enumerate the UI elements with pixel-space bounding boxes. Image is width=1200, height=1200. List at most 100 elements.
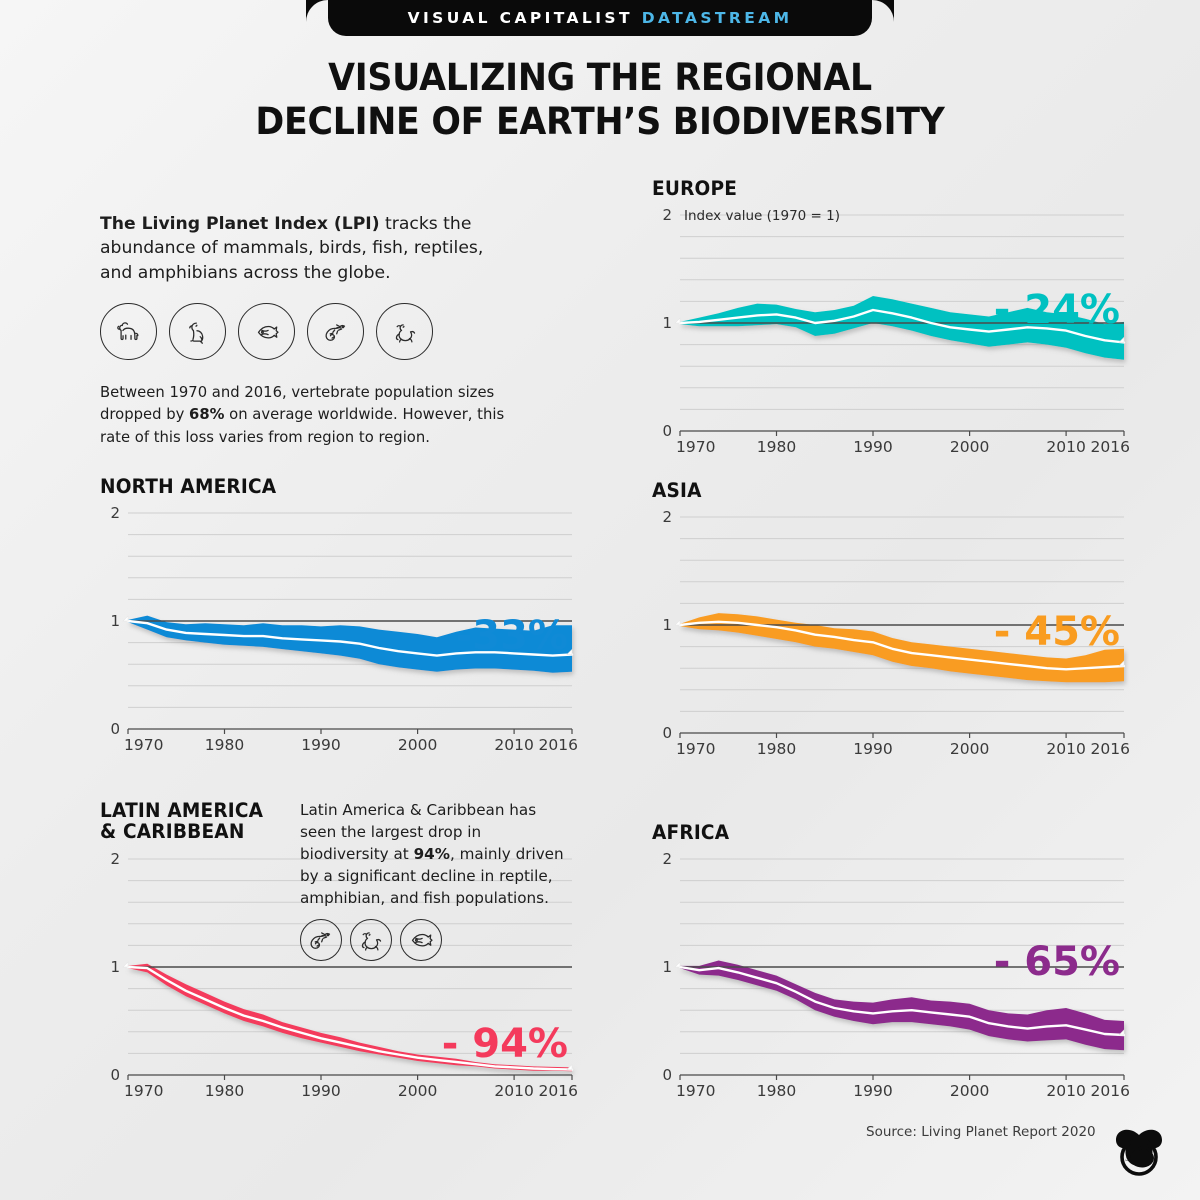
banner-bar: VISUAL CAPITALIST DATASTREAM bbox=[328, 0, 872, 36]
chart-europe-plot: 1970 1980 1990 2000 2010 2016 0 1 2 Index value (… bbox=[652, 203, 1132, 465]
x-tick-label: 2010 bbox=[1046, 438, 1085, 456]
y-tick-label: 2 bbox=[662, 850, 672, 868]
percent-change-label: - 24% bbox=[994, 287, 1120, 333]
visual-capitalist-logo: VC bbox=[1108, 1126, 1170, 1178]
endpoint-marker-start bbox=[122, 615, 129, 622]
chart-latin-america-title-line2: & CARIBBEAN bbox=[100, 820, 245, 844]
banner-title: VISUAL CAPITALIST DATASTREAM bbox=[408, 9, 793, 27]
percent-change-label: - 45% bbox=[994, 609, 1120, 655]
x-tick-label: 1990 bbox=[853, 1082, 892, 1100]
x-tick-label: 1990 bbox=[301, 736, 340, 754]
chart-asia-title: ASIA bbox=[652, 479, 1132, 502]
chart-asia-title-text: ASIA bbox=[652, 479, 702, 502]
endpoint-marker-end bbox=[566, 1063, 573, 1070]
y-tick-label: 2 bbox=[662, 206, 672, 224]
chart-africa-title-text: AFRICA bbox=[652, 821, 730, 844]
x-tick-label: 2010 bbox=[494, 1082, 533, 1100]
fish-icon bbox=[400, 919, 442, 962]
banner-product: DATASTREAM bbox=[641, 9, 793, 27]
x-tick-label: 1980 bbox=[757, 438, 796, 456]
endpoint-marker-end bbox=[1118, 660, 1125, 667]
y-tick-label: 2 bbox=[110, 850, 120, 868]
x-tick-label: 2016 bbox=[539, 1082, 578, 1100]
x-tick-label: 2016 bbox=[1091, 1082, 1130, 1100]
intro-block: The Living Planet Index (LPI) tracks the… bbox=[100, 212, 520, 449]
percent-change-label: - 65% bbox=[994, 939, 1120, 985]
y-tick-label: 0 bbox=[110, 720, 120, 738]
x-tick-label: 2000 bbox=[950, 740, 989, 758]
x-tick-label: 1980 bbox=[205, 1082, 244, 1100]
chart-north-america-title: NORTH AMERICA bbox=[100, 475, 580, 498]
x-tick-label: 2000 bbox=[398, 1082, 437, 1100]
endpoint-marker-start bbox=[674, 619, 681, 626]
lac-note-block: Latin America & Caribbean has seen the l… bbox=[300, 800, 572, 962]
banner-notch-right bbox=[872, 0, 894, 22]
mean-line bbox=[126, 620, 574, 658]
x-tick-label: 1990 bbox=[301, 1082, 340, 1100]
chart-asia: ASIA 1970 1980 1990 2000 2010 2016 0 1 2 - 45% bbox=[652, 480, 1132, 767]
y-tick-label: 1 bbox=[662, 314, 672, 332]
x-tick-label: 2016 bbox=[1091, 740, 1130, 758]
x-tick-label: 1970 bbox=[124, 736, 163, 754]
lac-note-b: , mainly driven by a significant decline… bbox=[300, 844, 564, 907]
lac-note-a: Latin America & Caribbean has seen the l… bbox=[300, 801, 537, 863]
y-tick-label: 0 bbox=[662, 1066, 672, 1084]
x-tick-label: 1990 bbox=[853, 438, 892, 456]
percent-change-label: - 94% bbox=[442, 1021, 568, 1067]
x-tick-label: 2010 bbox=[494, 736, 533, 754]
intro-note-bold: 68% bbox=[189, 406, 225, 424]
x-tick-label: 1990 bbox=[853, 740, 892, 758]
endpoint-marker-start bbox=[122, 961, 129, 968]
top-banner: VISUAL CAPITALIST DATASTREAM bbox=[0, 0, 1200, 38]
bird-icon bbox=[169, 303, 226, 361]
x-tick-label: 1970 bbox=[124, 1082, 163, 1100]
banner-notch-left bbox=[306, 0, 328, 22]
latin-america-caribbean-svg: 1970 1980 1990 2000 2010 2016 0 1 2 - 94% bbox=[110, 850, 578, 1100]
y-tick-label: 1 bbox=[110, 958, 120, 976]
x-tick-label: 1980 bbox=[757, 1082, 796, 1100]
endpoint-marker-end bbox=[1118, 337, 1125, 344]
amphibian-frog-icon bbox=[350, 919, 392, 962]
reptile-lizard-icon bbox=[300, 919, 342, 962]
intro-lead-bold: The Living Planet Index (LPI) bbox=[100, 214, 380, 234]
confidence-band bbox=[680, 296, 1124, 361]
x-tick-label: 1980 bbox=[757, 740, 796, 758]
banner-brand: VISUAL CAPITALIST bbox=[407, 9, 633, 27]
y-tick-label: 1 bbox=[662, 616, 672, 634]
y-tick-label: 2 bbox=[662, 508, 672, 526]
x-tick-label: 2016 bbox=[539, 736, 578, 754]
north-america-svg: 1970 1980 1990 2000 2010 2016 0 1 2 -33% bbox=[110, 504, 578, 754]
x-tick-label: 2000 bbox=[950, 1082, 989, 1100]
chart-north-america: NORTH AMERICA 1970 1980 1990 2000 2010 2016 0 1… bbox=[100, 476, 580, 763]
reptile-lizard-icon bbox=[307, 303, 364, 361]
chart-north-america-plot: 1970 1980 1990 2000 2010 2016 0 1 2 -33% bbox=[100, 501, 580, 763]
chart-north-america-title-text: NORTH AMERICA bbox=[100, 475, 277, 498]
page-title: VISUALIZING THE REGIONAL DECLINE OF EART… bbox=[0, 56, 1200, 143]
chart-africa: AFRICA 1970 1980 1990 2000 2010 2016 0 1 2 - 65% bbox=[652, 822, 1132, 1109]
intro-note-a: Between 1970 and 2016, vertebrate popula… bbox=[100, 384, 495, 424]
y-tick-label: 1 bbox=[662, 958, 672, 976]
page-title-line2: DECLINE OF EARTH’S BIODIVERSITY bbox=[255, 99, 945, 143]
europe-svg: 1970 1980 1990 2000 2010 2016 0 1 2 Index value (… bbox=[662, 206, 1130, 456]
endpoint-marker-end bbox=[566, 649, 573, 656]
chart-latin-america-plot: 1970 1980 1990 2000 2010 2016 0 1 2 - 94% bbox=[100, 847, 580, 1109]
page-title-line1: VISUALIZING THE REGIONAL bbox=[328, 56, 872, 99]
mean-line bbox=[678, 621, 1126, 671]
confidence-band bbox=[128, 616, 572, 674]
fish-icon bbox=[238, 303, 295, 361]
chart-africa-title: AFRICA bbox=[652, 821, 1132, 844]
endpoint-marker-start bbox=[674, 961, 681, 968]
endpoint-marker-end bbox=[1118, 1029, 1125, 1036]
intro-lead-rest: tracks the abundance of mammals, birds, … bbox=[100, 214, 484, 283]
chart-europe: EUROPE 1970 1980 1990 2000 2010 2016 0 1 2 Index … bbox=[652, 178, 1132, 465]
chart-latin-america-caribbean: LATIN AMERICA & CARIBBEAN 1970 1980 1990 20… bbox=[100, 800, 580, 1109]
x-tick-label: 2010 bbox=[1046, 740, 1085, 758]
y-tick-label: 0 bbox=[662, 422, 672, 440]
mean-line bbox=[678, 309, 1126, 345]
x-tick-label: 2016 bbox=[1091, 438, 1130, 456]
chart-latin-america-title-line1: LATIN AMERICA bbox=[100, 799, 264, 822]
x-tick-label: 1970 bbox=[676, 438, 715, 456]
lac-note-text: Latin America & Caribbean has seen the l… bbox=[300, 800, 572, 909]
mammal-gorilla-icon bbox=[100, 303, 157, 361]
y-tick-label: 0 bbox=[110, 1066, 120, 1084]
